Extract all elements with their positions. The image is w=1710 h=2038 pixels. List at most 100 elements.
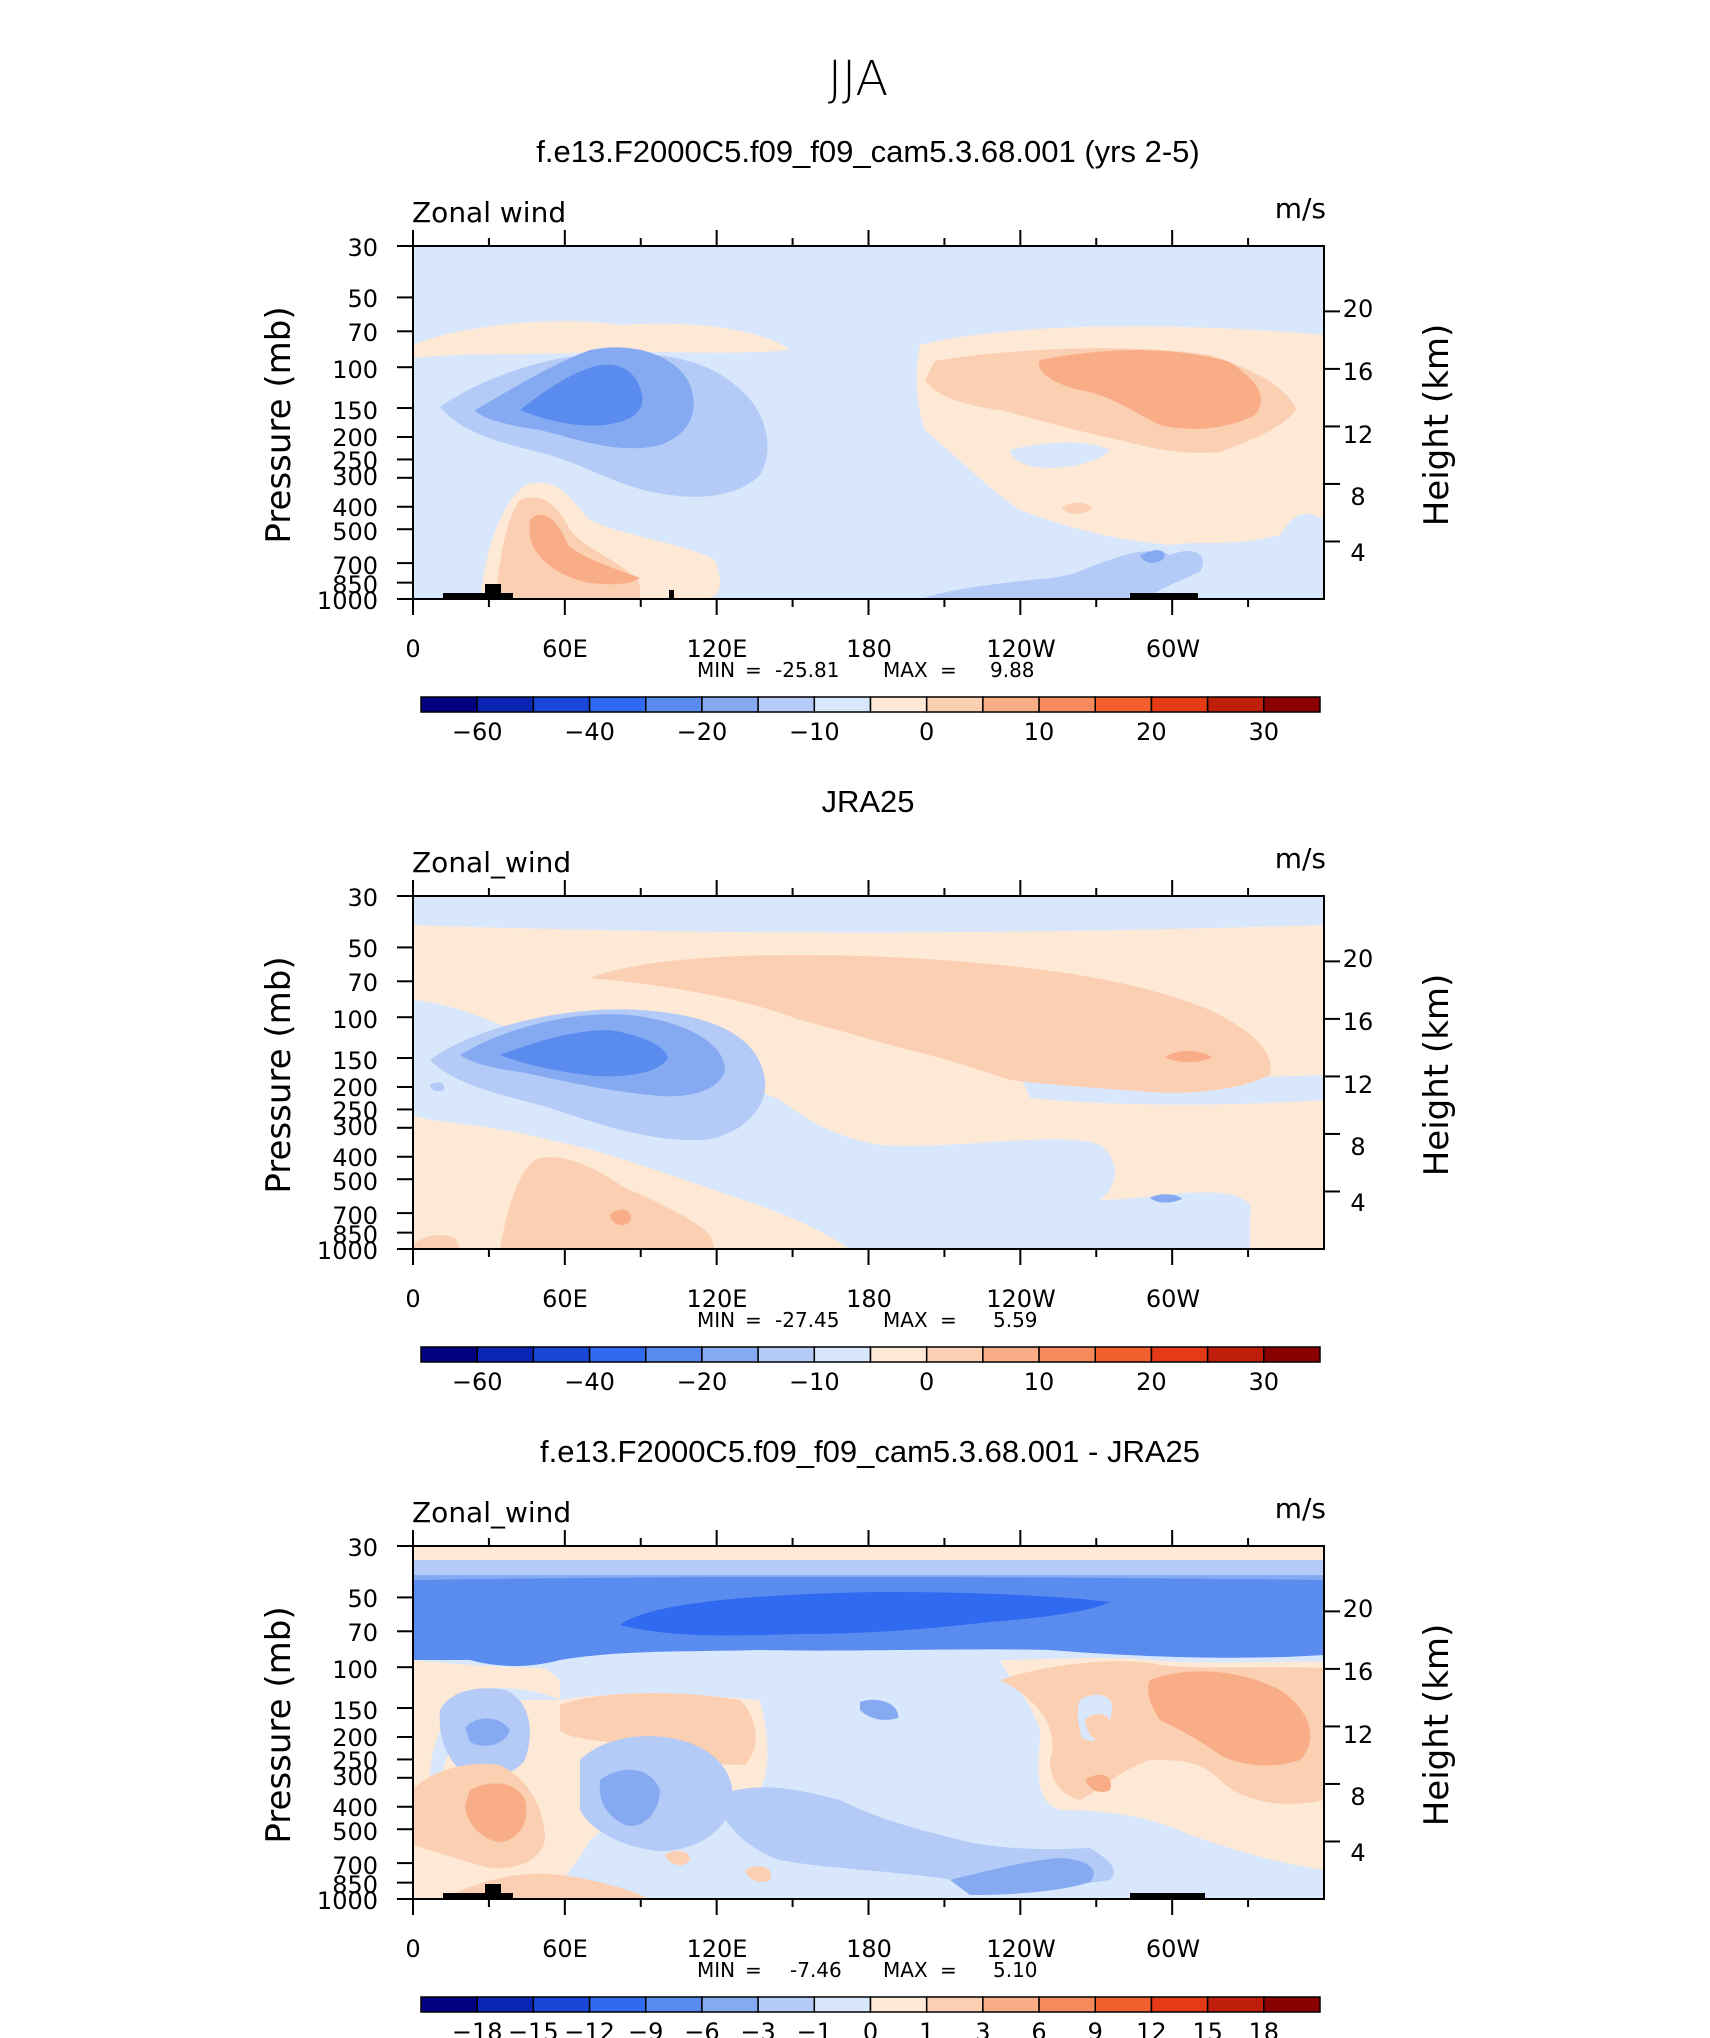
pressure-tick: 400: [332, 1144, 378, 1172]
height-tick: 4: [1350, 539, 1365, 567]
panel-difference: f.e13.F2000C5.f09_f09_cam5.3.68.001 - JR…: [259, 1434, 1457, 2038]
pressure-axis-label: Pressure (mb): [259, 1606, 299, 1843]
height-tick: 20: [1343, 295, 1374, 323]
colorbar-swatch: [982, 1996, 1040, 2013]
pressure-tick: 250: [332, 1097, 378, 1125]
height-axis-label: Height (km): [1417, 974, 1457, 1177]
height-tick: 4: [1350, 1189, 1365, 1217]
colorbar-swatch: [1094, 1346, 1153, 1363]
colorbar-label: 0: [919, 718, 934, 746]
colorbar-label: 6: [1031, 2018, 1046, 2038]
pressure-tick: 50: [347, 1585, 378, 1613]
colorbar-label: 20: [1136, 718, 1167, 746]
colorbar-label: −10: [789, 718, 840, 746]
colorbar-swatch: [420, 1346, 478, 1363]
colorbar-swatch: [1263, 696, 1321, 713]
colorbar-label: 9: [1088, 2018, 1103, 2038]
colorbar-label: −20: [677, 1368, 728, 1396]
pressure-tick: 500: [332, 518, 378, 546]
colorbar-label: −6: [684, 2018, 719, 2038]
colorbar-label: 10: [1024, 718, 1055, 746]
colorbar-swatch: [476, 696, 535, 713]
min-value: -25.81: [775, 658, 839, 682]
pressure-tick: 300: [332, 1113, 378, 1141]
lon-tick: 60W: [1146, 1935, 1200, 1963]
height-tick-labels: 20 16 12 8 4: [1343, 295, 1374, 567]
height-tick: 20: [1343, 1595, 1374, 1623]
colorbar-label: 12: [1136, 2018, 1167, 2038]
min-label: MIN: [697, 658, 735, 682]
pressure-tick: 700: [332, 552, 378, 580]
contour-field: [413, 246, 1324, 599]
colorbar-label: −1: [797, 2018, 832, 2038]
max-value: 9.88: [990, 658, 1035, 682]
height-tick: 20: [1343, 945, 1374, 973]
height-axis-label: Height (km): [1417, 324, 1457, 527]
max-label: MAX: [883, 658, 928, 682]
min-value: -7.46: [790, 1958, 842, 1982]
height-tick: 16: [1343, 358, 1374, 386]
pressure-tick: 250: [332, 1747, 378, 1775]
variable-label: Zonal_wind: [412, 1496, 571, 1529]
equals: =: [940, 658, 957, 682]
lon-tick: 120W: [986, 635, 1056, 663]
panel-reanalysis: JRA25 Zonal_wind m/s 30 50 70: [259, 784, 1457, 1396]
pressure-tick: 300: [332, 463, 378, 491]
colorbar-label: 1: [919, 2018, 934, 2038]
height-axis-label: Height (km): [1417, 1624, 1457, 1827]
pressure-tick: 500: [332, 1168, 378, 1196]
pressure-tick: 850: [332, 1221, 378, 1249]
colorbar-swatch: [645, 1346, 703, 1363]
colorbar-swatch: [588, 1996, 647, 2013]
colorbar-label: −20: [677, 718, 728, 746]
pressure-tick: 150: [332, 1697, 378, 1725]
variable-label: Zonal wind: [412, 196, 566, 229]
height-tick: 8: [1350, 1133, 1365, 1161]
colorbar-swatch: [757, 1996, 816, 2013]
colorbar-swatch: [1094, 1996, 1153, 2013]
max-label: MAX: [883, 1308, 928, 1332]
pressure-tick: 200: [332, 1724, 378, 1752]
pressure-axis-label: Pressure (mb): [259, 956, 299, 1193]
colorbar: −18 −15 −12 −9 −6 −3 −1 0 1 3 6 9 12 15 18: [420, 1996, 1321, 2038]
lon-tick: 120E: [687, 1935, 748, 1963]
max-value: 5.10: [993, 1958, 1038, 1982]
colorbar-swatch: [757, 696, 816, 713]
pressure-tick: 30: [347, 234, 378, 262]
pressure-tick: 400: [332, 494, 378, 522]
colorbar-label: −60: [452, 718, 503, 746]
pressure-tick: 200: [332, 1074, 378, 1102]
plot-frame: [397, 880, 1340, 1265]
equals: =: [940, 1958, 957, 1982]
equals: =: [745, 1308, 762, 1332]
colorbar-swatch: [1150, 696, 1209, 713]
colorbar-swatch: [701, 1996, 759, 2013]
pressure-tick: 150: [332, 397, 378, 425]
plot-frame: [397, 230, 1340, 615]
colorbar-swatch: [701, 1346, 759, 1363]
pressure-tick: 400: [332, 1794, 378, 1822]
colorbar-label: 15: [1192, 2018, 1223, 2038]
colorbar-label: −10: [789, 1368, 840, 1396]
colorbar-swatch: [532, 1346, 591, 1363]
equals: =: [745, 1958, 762, 1982]
pressure-tick: 70: [347, 319, 378, 347]
min-label: MIN: [697, 1958, 735, 1982]
colorbar-swatch: [1150, 1996, 1209, 2013]
colorbar-swatch: [1150, 1346, 1209, 1363]
units-label: m/s: [1275, 192, 1326, 225]
colorbar: −60 −40 −20 −10 0 10 20 30: [420, 1346, 1321, 1396]
colorbar-label: 20: [1136, 1368, 1167, 1396]
equals: =: [940, 1308, 957, 1332]
colorbar-swatch: [645, 696, 703, 713]
colorbar: −60 −40 −20 −10 0 10 20 30: [420, 696, 1321, 746]
height-tick: 4: [1350, 1839, 1365, 1867]
panel-model: f.e13.F2000C5.f09_f09_cam5.3.68.001 (yrs…: [259, 134, 1457, 746]
colorbar-label: 30: [1249, 718, 1280, 746]
stats-line: MIN = -7.46 MAX = 5.10: [697, 1958, 1038, 1982]
pressure-tick: 50: [347, 285, 378, 313]
colorbar-swatch: [1038, 696, 1096, 713]
longitude-tick-labels: 0 60E 120E 180 120W 60W: [405, 635, 1200, 663]
colorbar-swatch: [1206, 1346, 1265, 1363]
pressure-tick: 850: [332, 1871, 378, 1899]
